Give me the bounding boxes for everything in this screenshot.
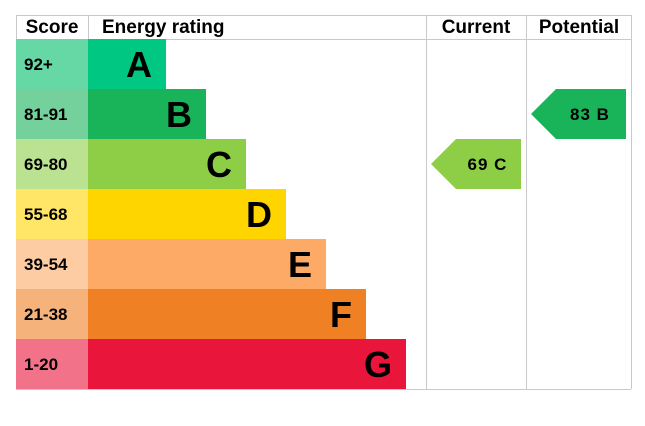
header-score: Score [26, 17, 79, 38]
current-rating-arrow-shape [431, 139, 521, 189]
header-energy-rating: Energy rating [102, 17, 224, 38]
score-range-e: 39-54 [24, 255, 68, 274]
rating-bar-g [88, 339, 406, 389]
potential-rating-arrow: 83 B [531, 89, 626, 139]
rating-bar-d [88, 189, 286, 239]
rating-letter-f: F [330, 294, 352, 335]
score-range-c: 69-80 [24, 155, 67, 174]
score-cell-c [16, 139, 88, 189]
rating-letter-c: C [206, 144, 232, 185]
rating-bar-a [88, 39, 166, 89]
rating-bar-f [88, 289, 366, 339]
score-range-d: 55-68 [24, 205, 67, 224]
rating-bar-e [88, 239, 326, 289]
band-b: 81-91 B [16, 89, 206, 139]
rating-letter-b: B [166, 94, 192, 135]
band-g: 1-20 G [16, 339, 406, 389]
score-range-b: 81-91 [24, 105, 67, 124]
rating-letter-d: D [246, 194, 272, 235]
score-range-f: 21-38 [24, 305, 67, 324]
rating-markers: 69 C 83 B [431, 89, 626, 189]
header-current: Current [442, 17, 511, 38]
potential-rating-arrow-label: 83 B [570, 105, 610, 124]
band-d: 55-68 D [16, 189, 286, 239]
band-a: 92+ A [16, 39, 166, 89]
rating-letter-g: G [364, 344, 392, 385]
rating-letter-a: A [126, 44, 152, 85]
rating-letter-e: E [288, 244, 312, 285]
score-range-g: 1-20 [24, 355, 58, 374]
rating-bands: 92+ A 81-91 B 69-80 C 55-68 D 39-54 E 21-38 F 1-20 G [16, 39, 406, 389]
rating-bar-b [88, 89, 206, 139]
score-cell-f [16, 289, 88, 339]
band-f: 21-38 F [16, 289, 366, 339]
table-headers: Score Energy rating Current Potential [26, 17, 620, 38]
score-cell-b [16, 89, 88, 139]
band-c: 69-80 C [16, 139, 246, 189]
rating-bar-c [88, 139, 246, 189]
score-cell-a [16, 39, 88, 89]
potential-rating-arrow-shape [531, 89, 626, 139]
current-rating-arrow: 69 C [431, 139, 521, 189]
current-rating-arrow-label: 69 C [468, 155, 508, 174]
score-cell-g [16, 339, 88, 389]
score-range-a: 92+ [24, 55, 53, 74]
band-e: 39-54 E [16, 239, 326, 289]
score-cell-e [16, 239, 88, 289]
header-potential: Potential [539, 17, 619, 38]
score-cell-d [16, 189, 88, 239]
